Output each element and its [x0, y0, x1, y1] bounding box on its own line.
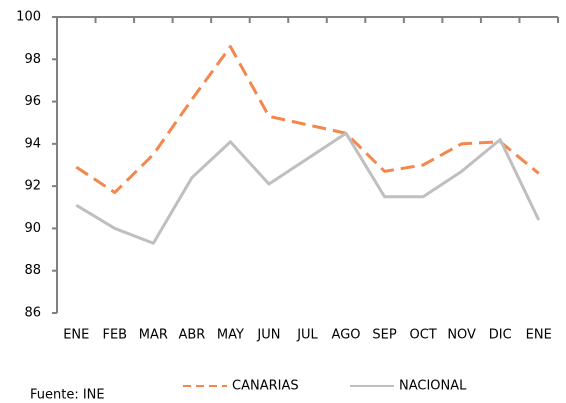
- y-tick-label: 96: [24, 94, 41, 109]
- x-tick-label: NOV: [447, 328, 476, 343]
- x-tick-label: OCT: [409, 328, 436, 343]
- y-tick-label: 90: [24, 221, 41, 236]
- y-tick-label: 92: [24, 179, 41, 194]
- x-tick-label: MAR: [139, 328, 168, 343]
- x-tick-label: SEP: [372, 328, 396, 343]
- x-tick-label: AGO: [332, 328, 361, 343]
- x-tick-label: JUL: [296, 328, 318, 343]
- y-tick-label: 100: [16, 10, 41, 25]
- y-tick-label: 88: [24, 263, 41, 278]
- y-tick-label: 98: [24, 52, 41, 67]
- x-tick-label: MAY: [217, 328, 244, 343]
- source-note: Fuente: INE: [30, 388, 105, 403]
- x-tick-label: ENE: [526, 328, 552, 343]
- x-tick-label: DIC: [489, 328, 512, 343]
- x-tick-label: ENE: [63, 328, 89, 343]
- x-tick-label: JUN: [256, 328, 280, 343]
- line-series: [75, 131, 541, 245]
- y-tick-label: 86: [24, 306, 41, 321]
- legend-label: CANARIAS: [232, 379, 299, 394]
- x-tick-label: FEB: [102, 328, 127, 343]
- legend-label: NACIONAL: [399, 379, 467, 394]
- line-series: [75, 45, 540, 194]
- x-tick-label: ABR: [178, 328, 205, 343]
- y-tick-label: 94: [24, 136, 41, 151]
